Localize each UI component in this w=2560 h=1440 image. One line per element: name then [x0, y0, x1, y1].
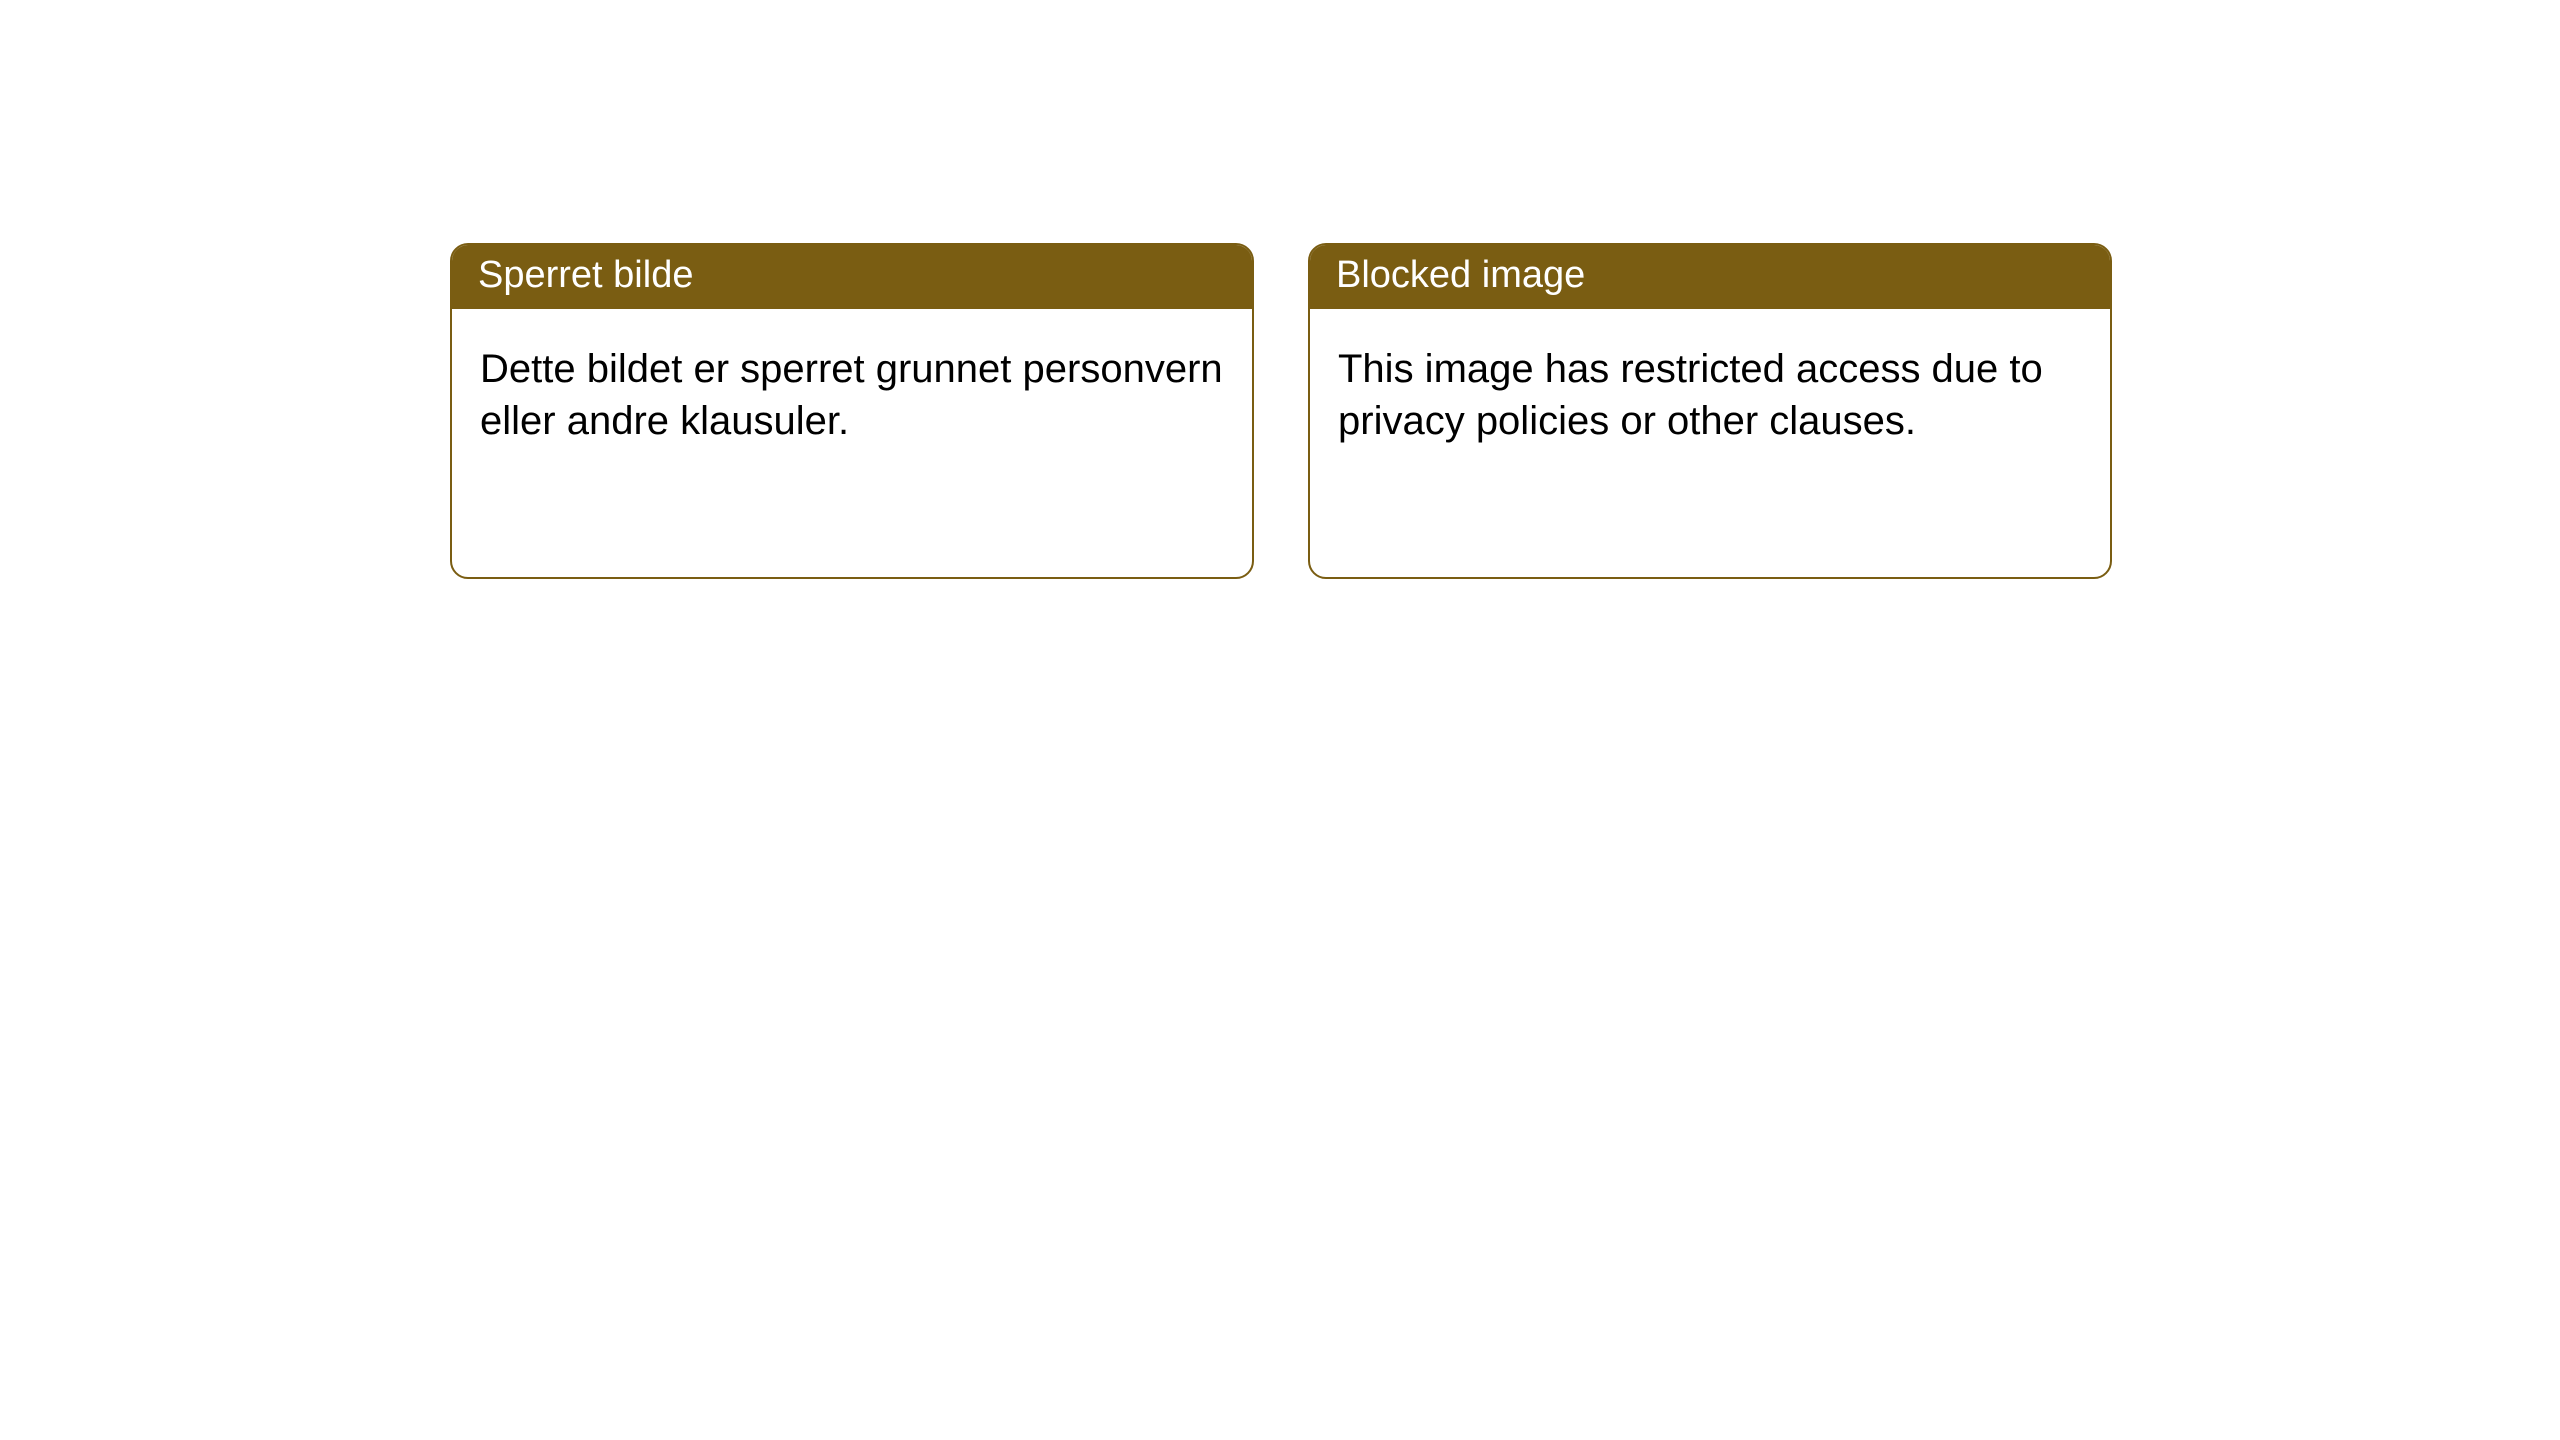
notice-container: Sperret bilde Dette bildet er sperret gr…: [0, 0, 2560, 579]
notice-card-norwegian: Sperret bilde Dette bildet er sperret gr…: [450, 243, 1254, 579]
notice-card-english: Blocked image This image has restricted …: [1308, 243, 2112, 579]
notice-body-text: Dette bildet er sperret grunnet personve…: [480, 347, 1223, 443]
notice-body-text: This image has restricted access due to …: [1338, 347, 2043, 443]
notice-body: Dette bildet er sperret grunnet personve…: [452, 309, 1252, 481]
notice-title: Sperret bilde: [478, 254, 693, 296]
notice-body: This image has restricted access due to …: [1310, 309, 2110, 481]
notice-header: Sperret bilde: [452, 245, 1252, 309]
notice-header: Blocked image: [1310, 245, 2110, 309]
notice-title: Blocked image: [1336, 254, 1585, 296]
